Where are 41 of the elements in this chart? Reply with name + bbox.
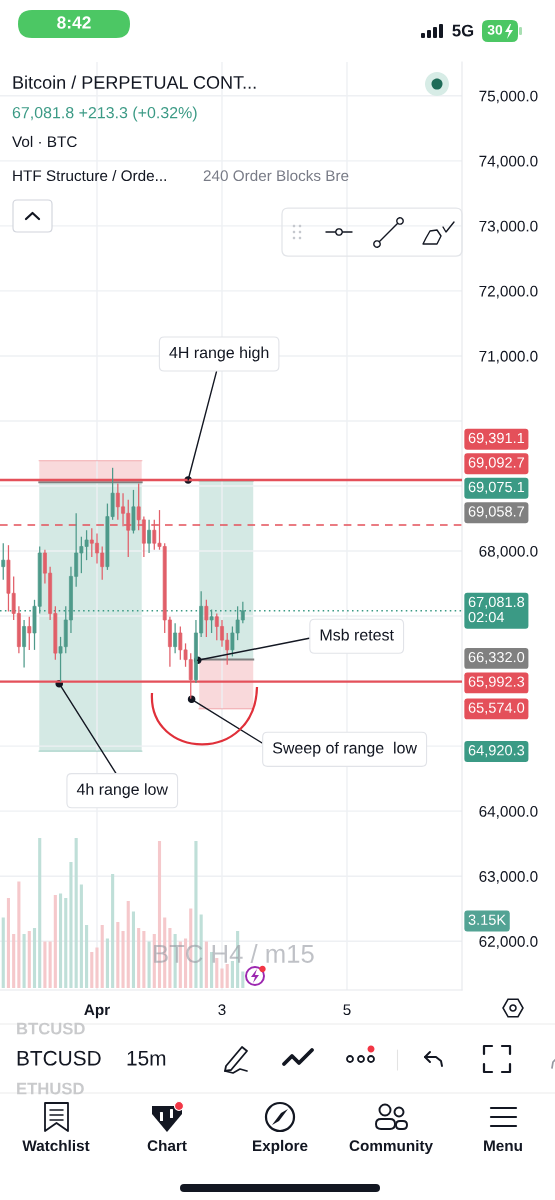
text: 69,075.1 [468,481,525,494]
annotation: Vol · BTC [12,135,77,148]
annotation: 240 Order Blocks Bre [203,169,349,182]
ref-line-label: 65,992.3 [468,676,525,689]
annotation: HTF Structure / Orde... [13,169,166,182]
text: Explore [253,1139,308,1155]
y-tick-label: 74,000.0 [479,155,538,169]
y-tick-label: 73,000.0 [479,220,538,234]
y-tick-label: 68,000.0 [479,545,538,559]
text: Menu [484,1140,522,1152]
text: 3.15K [468,914,506,925]
text: 69,058.7 [468,506,525,519]
text: BTCUSD [17,1050,101,1066]
text: 30 [487,24,503,35]
annotation: Sweep of range low [272,741,418,757]
y-tick-label: 64,000.0 [479,806,538,819]
ref-line-label: 67,081.8 02:04 [468,596,525,623]
text: 64,920.3 [468,745,525,758]
annotation: 4H range high [169,346,269,362]
annotation: 4h range low [76,783,169,799]
x-tick-label: Apr [84,1004,110,1019]
text: 66,332.0 [468,651,525,664]
y-tick-label: 75,000.0 [479,90,538,104]
y-tick-label: 63,000.0 [479,871,538,884]
text: Bitcoin / PERPETUAL CONT... [13,75,256,89]
text: 69,391.1 [468,432,525,445]
text: 5G [452,24,474,37]
annotation: Msb retest [320,628,394,641]
text: 65,574.0 [468,702,525,715]
y-tick-label: 71,000.0 [479,350,538,364]
y-tick-label: 62,000.0 [479,936,538,949]
text: Community [349,1139,433,1155]
text: 67,081.8 +213.3 (+0.32%) [12,106,197,122]
text: 15m [127,1051,166,1066]
x-tick-label: 3 [218,1004,226,1016]
x-tick-label: 5 [343,1004,351,1016]
text: Watchlist [22,1139,90,1152]
text: 8:42 [57,16,91,29]
y-tick-label: 72,000.0 [479,285,538,299]
legend-label: 69,092.7 [468,457,525,470]
text: Chart [147,1139,187,1152]
